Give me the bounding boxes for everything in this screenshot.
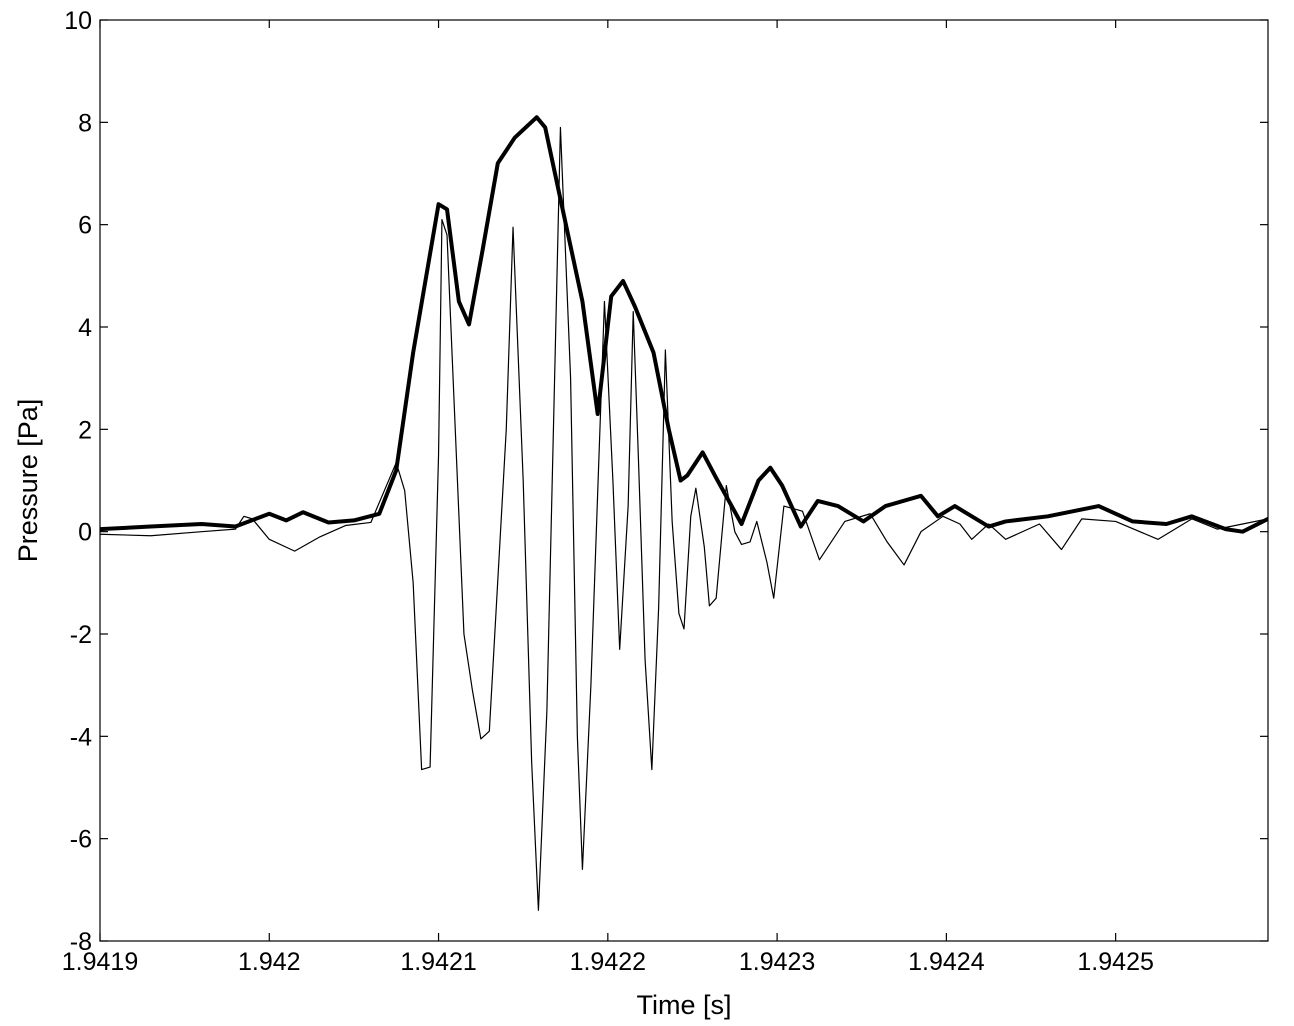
series-line-thin bbox=[100, 126, 1268, 911]
series-line-thick bbox=[100, 115, 1268, 534]
y-tick-label: 8 bbox=[78, 109, 92, 137]
y-tick-label: -2 bbox=[70, 621, 92, 649]
x-tick-label: 1.9424 bbox=[908, 948, 985, 976]
y-tick-label: -4 bbox=[70, 723, 92, 751]
x-tick-label: 1.942 bbox=[238, 948, 301, 976]
y-tick-label: 10 bbox=[64, 7, 92, 35]
x-tick-label: 1.9419 bbox=[62, 948, 138, 976]
x-tick-label: 1.9425 bbox=[1077, 948, 1153, 976]
x-tick-label: 1.9423 bbox=[739, 948, 815, 976]
y-axis-label: Pressure [Pa] bbox=[13, 399, 43, 563]
y-tick-label: 6 bbox=[78, 212, 92, 240]
axes-frame bbox=[99, 19, 1269, 942]
y-tick-label: 0 bbox=[78, 519, 92, 547]
x-tick-label: 1.9422 bbox=[570, 948, 646, 976]
y-tick-label: -8 bbox=[70, 928, 92, 956]
y-tick-label: -6 bbox=[70, 826, 92, 854]
axis-ticks: -8 -6 -4 -2 0 2 4 6 8 10 1.9419 1.942 1.9421 1.9422 1.… bbox=[62, 7, 1268, 976]
y-tick-label: 4 bbox=[78, 314, 92, 342]
x-tick-label: 1.9421 bbox=[400, 948, 476, 976]
x-axis-label: Time [s] bbox=[636, 990, 731, 1020]
y-tick-label: 2 bbox=[78, 416, 92, 444]
plot-area bbox=[100, 115, 1268, 911]
